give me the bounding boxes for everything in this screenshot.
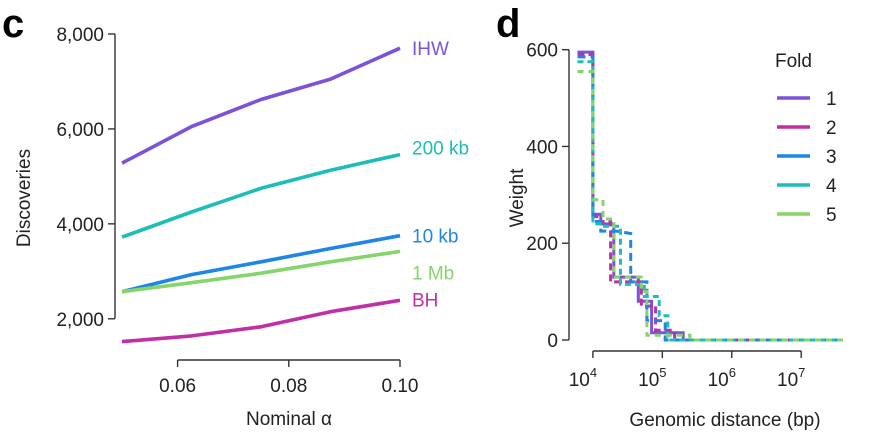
panel-c-series-line-200-kb (121, 152, 401, 239)
panel-d-x-axis-title: Genomic distance (bp) (629, 410, 820, 431)
panel-d-x-tick-label: 107 (777, 365, 805, 391)
panel-d-series-line-3 (577, 55, 843, 342)
panel-c-x-tick-label: 0.06 (159, 376, 196, 397)
panel-d-series (577, 50, 843, 342)
panel-c-series-line-bh (121, 298, 401, 344)
panel-c-series-line-ihw (121, 46, 401, 165)
panel-d-legend-label: 2 (826, 118, 837, 139)
panel-d-legend-label: 5 (826, 205, 837, 226)
panel-d-y-tick-label: 600 (526, 41, 558, 62)
panel-d-y-tick-label: 200 (526, 234, 558, 255)
panel-c-series-label: 1 Mb (412, 263, 454, 284)
panel-c-y-tick-label: 2,000 (56, 310, 104, 331)
panel-c-series: IHW 200 kb 10 kb 1 Mb BH (121, 39, 469, 344)
panel-d-legend-label: 4 (826, 176, 837, 197)
panel-d: d 0 200 400 600 104 105 106 107 Fold 1 2 3 4 5 Geno… (496, 2, 843, 431)
panel-c-x-tick-label: 0.10 (382, 376, 419, 397)
panel-d-series-line-4 (577, 60, 843, 342)
panel-c-x-tick-label: 0.08 (270, 376, 307, 397)
panel-d-y-tick-label: 0 (547, 331, 558, 352)
panel-c-x-axis-title: Nominal α (246, 409, 332, 430)
panel-c-series-line-1-mb (121, 249, 401, 294)
panel-d-legend-label: 1 (826, 89, 837, 110)
panel-c-y-tick-label: 8,000 (56, 25, 104, 46)
panel-d-letter: d (496, 2, 520, 46)
panel-c-axes: 2,000 4,000 6,000 8,000 0.06 0.08 0.10 (56, 25, 418, 397)
panel-c-y-tick-label: 4,000 (56, 215, 104, 236)
panel-d-legend-label: 3 (826, 147, 837, 168)
panel-c-y-tick-label: 6,000 (56, 120, 104, 141)
panel-d-y-tick-label: 400 (526, 137, 558, 158)
panel-d-x-tick-label: 106 (708, 365, 736, 391)
panel-c-series-label: 10 kb (412, 227, 458, 248)
panel-c-series-label: IHW (412, 39, 449, 60)
panel-d-legend: Fold 1 2 3 4 5 (775, 51, 837, 226)
panel-c-series-label: 200 kb (412, 139, 469, 160)
panel-d-x-tick-label: 104 (569, 365, 597, 391)
panel-c-letter: c (2, 2, 24, 46)
panel-d-series-line-1 (577, 50, 843, 342)
panel-d-legend-title: Fold (775, 51, 812, 72)
panel-c-y-axis-title: Discoveries (14, 149, 35, 247)
panel-d-x-tick-label: 105 (638, 365, 666, 391)
panel-c-series-label: BH (412, 290, 438, 311)
panel-d-axes: 0 200 400 600 104 105 106 107 (526, 41, 805, 391)
panel-c-series-line-10-kb (121, 233, 401, 294)
panel-c: c 2,000 4,000 6,000 8,000 0.06 0.08 0.10 IHW 20… (2, 2, 469, 430)
panel-d-series-line-5 (577, 70, 843, 342)
panel-d-y-axis-title: Weight (507, 168, 528, 228)
